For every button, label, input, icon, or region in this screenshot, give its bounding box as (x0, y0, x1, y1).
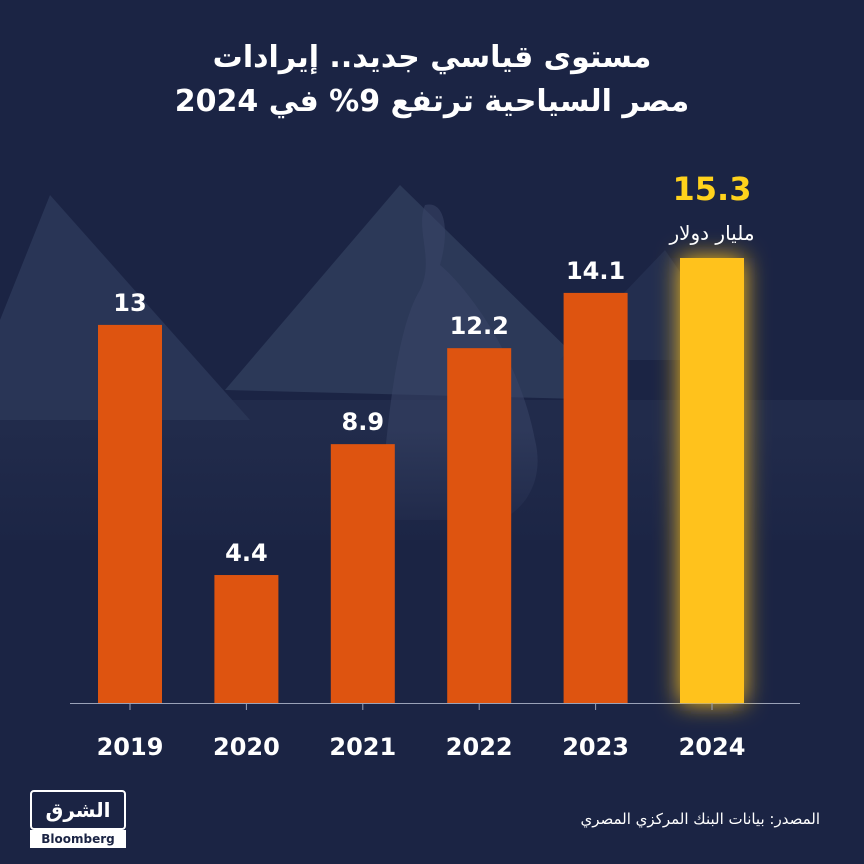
x-tick-label-2023: 2023 (562, 733, 629, 761)
bar-2021 (330, 444, 395, 703)
x-tick-label-2020: 2020 (213, 733, 280, 761)
logo-bloomberg-text: Bloomberg (30, 830, 126, 848)
x-tick-label-2022: 2022 (446, 733, 513, 761)
unit-annotation: مليار دولار (668, 221, 754, 245)
chart-title-line-1: مستوى قياسي جديد.. إيرادات (212, 40, 652, 75)
logo-asharq-text: الشرق (30, 790, 126, 830)
chart-title-line-2: مصر السياحية ترتفع 9% في 2024 (174, 84, 690, 119)
bar-2019 (98, 324, 162, 703)
data-label-2024: 15.3 (673, 170, 752, 208)
source-note: المصدر: بيانات البنك المركزي المصري (580, 810, 820, 828)
x-tick-label-2024: 2024 (679, 733, 746, 761)
bar-2023 (563, 292, 628, 703)
data-label-2022: 12.2 (450, 312, 509, 340)
bar-2020 (214, 575, 279, 703)
bar-2022 (447, 348, 512, 703)
asharq-bloomberg-logo: الشرق Bloomberg (30, 790, 126, 848)
x-tick-label-2021: 2021 (329, 733, 396, 761)
data-label-2023: 14.1 (566, 257, 625, 285)
data-label-2021: 8.9 (342, 408, 385, 436)
bar-2024 (680, 258, 744, 703)
x-tick-label-2019: 2019 (97, 733, 164, 761)
data-label-2019: 13 (113, 289, 146, 317)
data-label-2020: 4.4 (225, 539, 268, 567)
